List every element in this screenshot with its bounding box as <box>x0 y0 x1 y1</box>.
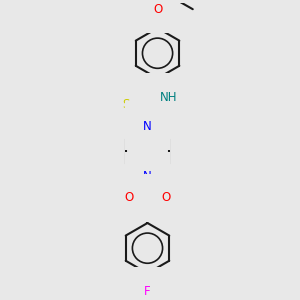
Text: N: N <box>143 170 152 183</box>
Text: O: O <box>162 191 171 204</box>
Text: O: O <box>124 191 133 204</box>
Text: N: N <box>143 120 152 133</box>
Text: S: S <box>144 191 151 204</box>
Text: S: S <box>122 98 130 111</box>
Text: NH: NH <box>160 91 178 104</box>
Text: F: F <box>144 285 151 298</box>
Text: O: O <box>153 3 162 16</box>
